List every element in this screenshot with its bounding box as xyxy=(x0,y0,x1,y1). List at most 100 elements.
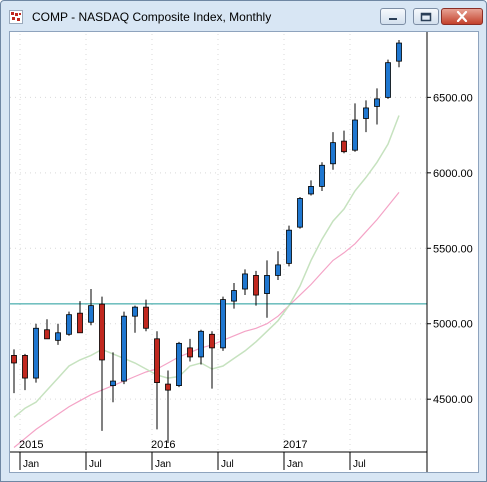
x-year-label: 2016 xyxy=(151,439,175,451)
candle-body-up xyxy=(242,273,248,290)
minimize-icon xyxy=(389,17,397,20)
title-bar[interactable]: COMP - NASDAQ Composite Index, Monthly xyxy=(1,1,486,31)
candle-body-up xyxy=(66,314,72,335)
x-month-label: Jul xyxy=(353,459,366,470)
candle-body-up xyxy=(176,342,182,387)
y-tick-label: 5000.00 xyxy=(433,319,473,331)
candle-body-up xyxy=(396,42,402,62)
candle xyxy=(121,311,127,385)
candle xyxy=(374,88,380,125)
moving-average-short-line xyxy=(13,115,400,418)
y-tick-label: 6500.00 xyxy=(433,92,473,104)
candle-body-up xyxy=(286,229,292,264)
moving-average-long-line xyxy=(13,192,400,448)
x-month-label: Jan xyxy=(23,459,39,470)
candle xyxy=(132,305,138,333)
candle-body-down xyxy=(253,275,259,296)
candle xyxy=(55,323,61,345)
x-axis: Jan Jul Jan Jul Jan Jul 2015 2016 2017 xyxy=(10,439,427,470)
candle xyxy=(385,59,391,99)
restore-icon xyxy=(420,12,432,21)
candle xyxy=(341,130,347,154)
candle-body-up xyxy=(374,98,380,107)
candle-body-down xyxy=(209,333,215,349)
candle xyxy=(297,196,303,229)
candle xyxy=(286,225,292,267)
candle-body-down xyxy=(44,329,50,340)
candle xyxy=(253,270,259,306)
candle xyxy=(319,162,325,191)
candle-body-up xyxy=(330,142,336,165)
candle-body-up xyxy=(308,186,314,195)
candles-layer xyxy=(11,40,402,443)
candle xyxy=(66,311,72,336)
candle-body-up xyxy=(297,198,303,228)
window-title: COMP - NASDAQ Composite Index, Monthly xyxy=(32,10,272,24)
y-tick-label: 6000.00 xyxy=(433,168,473,180)
candle xyxy=(176,341,182,388)
candle-body-up xyxy=(319,164,325,187)
candle-body-down xyxy=(143,306,149,329)
candle xyxy=(187,338,193,362)
candle-body-up xyxy=(110,380,116,387)
candle xyxy=(99,296,105,431)
candle-body-up xyxy=(55,332,61,341)
x-year-label: 2017 xyxy=(283,439,307,451)
close-icon xyxy=(456,11,468,22)
candle-body-up xyxy=(33,327,39,379)
y-tick-label: 4500.00 xyxy=(433,394,473,406)
close-button[interactable] xyxy=(441,8,483,25)
candle-body-up xyxy=(385,62,391,98)
candle-body-up xyxy=(363,107,369,119)
y-tick-label: 5500.00 xyxy=(433,243,473,255)
candle-body-down xyxy=(99,303,105,361)
candle-body-up xyxy=(132,306,138,317)
candle xyxy=(330,132,336,170)
x-year-label: 2015 xyxy=(19,439,43,451)
chart-app-icon xyxy=(9,10,23,24)
candle xyxy=(110,352,116,403)
candle-body-down xyxy=(187,347,193,358)
candle-body-down xyxy=(154,338,160,383)
candle-body-up xyxy=(264,275,270,294)
candle-body-down xyxy=(77,312,83,334)
candle xyxy=(242,269,248,296)
candle xyxy=(220,296,226,351)
candle-body-down xyxy=(165,383,171,391)
candle xyxy=(77,301,83,334)
chart-area[interactable]: 4500.00 5000.00 5500.00 6000.00 6500.00 Jan J… xyxy=(9,31,479,473)
candle-body-down xyxy=(341,140,347,153)
candle xyxy=(231,282,237,309)
candle xyxy=(154,331,160,430)
y-axis: 4500.00 5000.00 5500.00 6000.00 6500.00 xyxy=(426,32,473,472)
candle xyxy=(363,100,369,133)
x-month-label: Jan xyxy=(155,459,171,470)
x-month-label: Jul xyxy=(221,459,234,470)
minimize-button[interactable] xyxy=(380,8,406,25)
candle xyxy=(264,260,270,318)
candle xyxy=(275,251,281,280)
x-month-label: Jul xyxy=(89,459,102,470)
candle-body-up xyxy=(220,299,226,349)
candle xyxy=(165,370,171,443)
candle xyxy=(11,349,17,394)
candle xyxy=(396,40,402,68)
moving-average-lines xyxy=(13,115,400,448)
chart-grid xyxy=(10,34,427,452)
candle xyxy=(352,103,358,152)
candle-body-up xyxy=(198,330,204,358)
restore-button[interactable] xyxy=(413,8,439,25)
candle xyxy=(308,180,314,196)
candle-body-up xyxy=(121,315,127,382)
candle xyxy=(198,329,204,365)
x-month-label: Jan xyxy=(287,459,303,470)
candle xyxy=(209,331,215,389)
candle xyxy=(143,299,149,332)
candle-body-up xyxy=(352,119,358,151)
candle-body-down xyxy=(22,355,28,379)
candle xyxy=(44,319,50,340)
candle xyxy=(22,353,28,391)
candle-body-up xyxy=(275,264,281,276)
